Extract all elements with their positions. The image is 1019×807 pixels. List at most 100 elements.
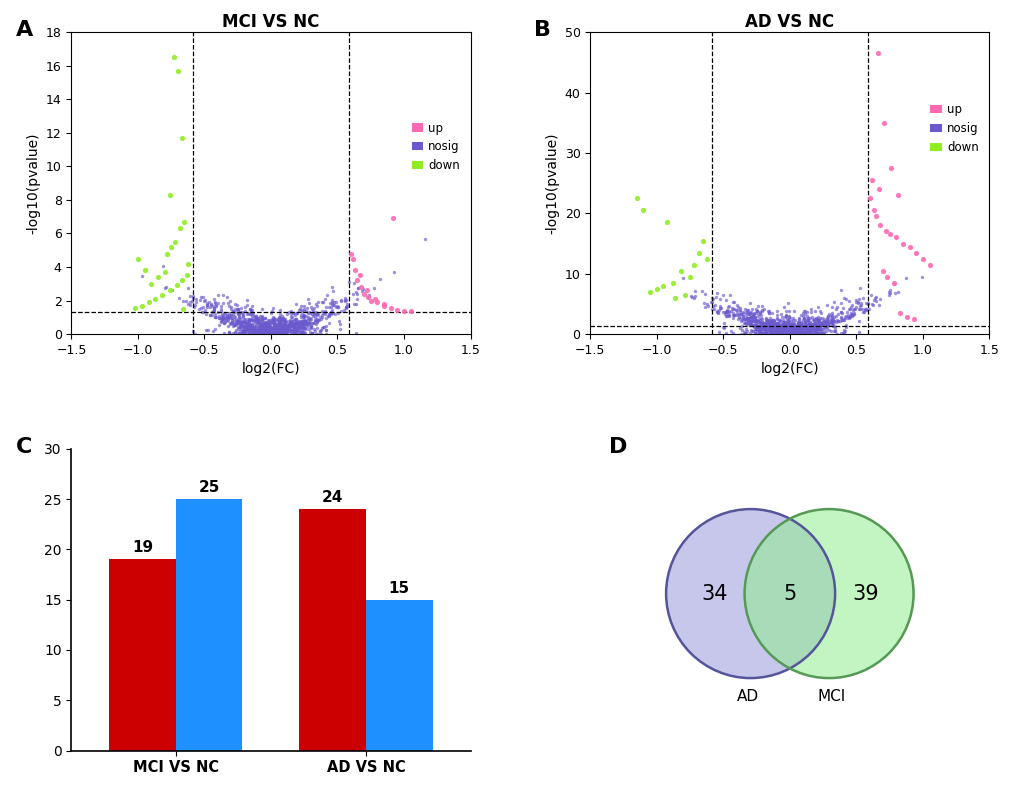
Point <box>795 312 811 324</box>
Point <box>300 307 316 320</box>
Point <box>226 297 243 310</box>
Point <box>244 324 260 337</box>
Point <box>257 312 273 325</box>
Point <box>258 319 274 332</box>
Point <box>785 327 801 340</box>
Point <box>805 320 821 333</box>
Point <box>348 287 365 300</box>
Point <box>766 325 783 338</box>
Point <box>248 320 264 332</box>
Point <box>267 327 283 340</box>
Point <box>223 314 239 327</box>
Point <box>229 316 246 328</box>
Point <box>714 288 731 301</box>
Point <box>233 315 250 328</box>
Point <box>285 317 302 330</box>
Point <box>767 321 784 334</box>
Point <box>275 323 291 336</box>
Point <box>280 324 297 337</box>
Point <box>755 320 771 333</box>
Point <box>273 324 289 337</box>
Point <box>262 318 278 331</box>
Point <box>753 299 769 312</box>
Point <box>784 314 800 327</box>
Point <box>281 324 298 337</box>
Point <box>264 322 280 335</box>
Point <box>250 316 266 328</box>
Point <box>300 323 316 336</box>
Point <box>758 322 774 335</box>
Point <box>807 312 823 325</box>
Point <box>804 320 820 333</box>
Point <box>243 324 259 337</box>
Point <box>235 325 252 338</box>
Point <box>721 304 738 317</box>
Point <box>255 321 271 334</box>
Point <box>250 324 266 337</box>
Point <box>821 309 838 322</box>
Point <box>239 321 256 334</box>
Point <box>785 320 801 333</box>
Point <box>186 328 203 341</box>
Point <box>273 319 289 332</box>
Point <box>246 321 262 334</box>
Point <box>245 323 261 336</box>
Point <box>798 321 814 334</box>
Point <box>269 324 285 337</box>
Point <box>260 327 276 340</box>
Point <box>851 282 867 295</box>
Point <box>739 312 755 324</box>
Point <box>741 307 757 320</box>
Point <box>245 328 261 341</box>
Point <box>260 324 276 337</box>
Point <box>828 313 845 326</box>
Point <box>747 316 763 329</box>
Point <box>734 311 750 324</box>
Point <box>269 322 285 335</box>
Point <box>791 322 807 335</box>
Point <box>213 303 229 316</box>
Point <box>771 321 788 334</box>
Point <box>272 315 288 328</box>
Point <box>297 315 313 328</box>
Point <box>776 310 793 323</box>
Point <box>303 320 319 332</box>
Point <box>792 326 808 339</box>
Point <box>775 320 792 332</box>
Point <box>237 323 254 336</box>
Point <box>762 320 779 332</box>
Point <box>306 307 322 320</box>
Point <box>271 317 287 330</box>
Point <box>753 324 769 337</box>
Point <box>216 307 232 320</box>
Point <box>255 316 271 329</box>
Point <box>786 322 802 335</box>
Point <box>271 327 287 340</box>
X-axis label: log2(FC): log2(FC) <box>242 362 300 376</box>
Point <box>234 307 251 320</box>
Point <box>850 302 866 315</box>
Point <box>312 325 328 338</box>
Point <box>777 324 794 337</box>
Point <box>819 312 836 325</box>
Point <box>237 323 254 336</box>
Point <box>768 326 785 339</box>
Point <box>750 324 766 337</box>
Point <box>745 324 761 337</box>
Point <box>223 312 239 324</box>
Point <box>771 328 788 341</box>
Point <box>265 326 281 339</box>
Point <box>752 322 768 335</box>
Point <box>799 319 815 332</box>
Point <box>265 312 281 324</box>
Point <box>321 307 337 320</box>
Point <box>275 325 291 338</box>
Point <box>780 319 796 332</box>
Point <box>260 314 276 327</box>
Point <box>784 317 800 330</box>
Point <box>248 310 264 323</box>
Point <box>274 324 290 337</box>
Point <box>791 319 807 332</box>
Point <box>765 322 782 335</box>
Point <box>773 321 790 334</box>
